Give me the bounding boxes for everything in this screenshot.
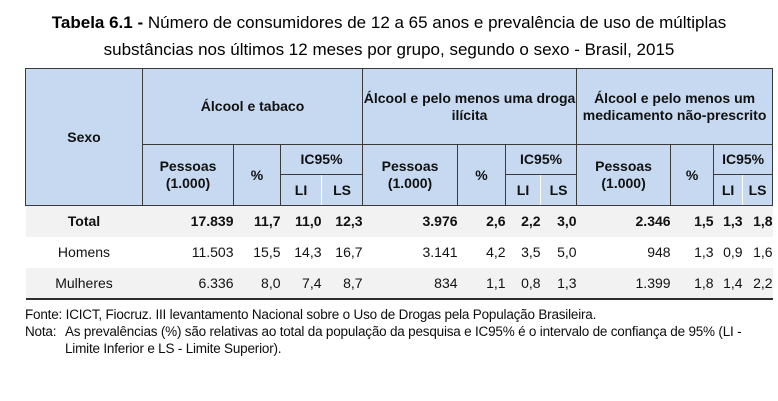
header-li-3: LI: [713, 174, 743, 206]
data-cell: 2,2: [521, 213, 541, 230]
row-label: Total: [67, 213, 101, 230]
data-cell: 948: [647, 244, 671, 260]
data-cell: 4,2: [486, 244, 506, 260]
header-li-2: LI: [505, 174, 541, 206]
table-title-text: Número de consumidores de 12 a 65 anos e…: [103, 13, 727, 59]
data-cell: 834: [362, 267, 458, 300]
data-cell: 11,0: [295, 213, 322, 230]
data-cell: 17.839: [190, 213, 234, 230]
data-cell: 16,7: [335, 244, 363, 260]
data-cell: 1,1: [457, 267, 506, 300]
data-cell: 14,3: [294, 244, 322, 260]
header-ic95-3: IC95%: [713, 144, 774, 175]
table-header: Sexo Álcool e tabaco Álcool e pelo menos…: [25, 68, 774, 206]
source-note: Fonte: ICICT, Fiocruz. III levantamento …: [25, 306, 773, 323]
table-row-mulheres: Mulheres 6.336 8,0 7,4 8,7 834 1,1 0,8 1…: [25, 267, 773, 300]
data-cell: 1,8: [670, 267, 714, 300]
data-cell: 1,3: [540, 267, 577, 300]
data-cell: 0,8: [505, 267, 541, 300]
source-text: ICICT, Fiocruz. III levantamento Naciona…: [65, 306, 597, 322]
header-ls-2: LS: [540, 174, 577, 206]
header-ic95-2: IC95%: [505, 144, 577, 175]
data-cell: 1,6: [753, 244, 773, 260]
data-cell: 11.503: [191, 244, 234, 260]
table-row-total: Total 17.839 11,7 11,0 12,3 3.976 2,6 2,…: [25, 205, 773, 237]
row-label: Mulheres: [25, 267, 143, 300]
header-li-1: LI: [280, 174, 322, 206]
header-ls-3: LS: [742, 174, 774, 206]
data-cell: 8,0: [233, 267, 281, 300]
header-pessoas-2: Pessoas (1.000): [362, 144, 459, 206]
data-cell: 1,5: [694, 213, 714, 230]
data-cell: 15,5: [253, 244, 281, 260]
note: Nota: As prevalências (%) são relativas …: [25, 323, 773, 357]
data-cell: 3.141: [422, 244, 458, 260]
data-cell: 1,4: [713, 267, 743, 300]
header-pct-2: %: [457, 144, 507, 206]
header-group-medicamento: Álcool e pelo menos um medicamento não-p…: [576, 68, 774, 145]
statistics-table: Sexo Álcool e tabaco Álcool e pelo menos…: [25, 68, 774, 300]
data-cell: 6.336: [142, 267, 234, 300]
data-cell: 3,0: [557, 213, 577, 230]
header-sexo: Sexo: [25, 68, 143, 206]
table-title-label: Tabela 6.1 -: [51, 13, 144, 32]
note-text: As prevalências (%) são relativas ao tot…: [65, 323, 742, 356]
table-title: Tabela 6.1 - Número de consumidores de 1…: [0, 0, 778, 63]
data-cell: 3.976: [422, 213, 458, 230]
data-cell: 1,8: [753, 213, 773, 230]
data-cell: 1,3: [723, 213, 743, 230]
data-cell: 2,2: [742, 267, 773, 300]
header-ls-1: LS: [320, 174, 363, 206]
data-cell: 2.346: [635, 213, 671, 230]
data-cell: 0,9: [723, 244, 743, 260]
data-cell: 2,6: [486, 213, 506, 230]
data-cell: 7,4: [280, 267, 322, 300]
data-cell: 1,3: [694, 244, 714, 260]
data-cell: 1.399: [576, 267, 671, 300]
data-cell: 8,7: [321, 267, 363, 300]
data-cell: 12,3: [335, 213, 363, 230]
header-pessoas-3: Pessoas (1.000): [576, 144, 672, 206]
data-cell: 5,0: [557, 244, 577, 260]
header-ic95-1: IC95%: [280, 144, 363, 175]
source-label: Fonte:: [25, 306, 63, 322]
row-label: Homens: [57, 244, 111, 260]
table-footer: Fonte: ICICT, Fiocruz. III levantamento …: [25, 306, 773, 357]
header-group-alcool-tabaco: Álcool e tabaco: [141, 68, 363, 145]
note-label: Nota:: [25, 323, 57, 339]
table-row-homens: Homens 11.503 15,5 14,3 16,7 3.141 4,2 3…: [26, 237, 773, 268]
header-pessoas-1: Pessoas (1.000): [142, 144, 234, 206]
data-cell: 3,5: [521, 244, 541, 260]
header-pct-1: %: [233, 144, 281, 206]
header-group-droga-ilicita: Álcool e pelo menos uma droga ilícita: [362, 68, 577, 145]
header-pct-3: %: [670, 144, 715, 206]
table-body: Total 17.839 11,7 11,0 12,3 3.976 2,6 2,…: [25, 205, 773, 300]
data-cell: 11,7: [254, 213, 281, 230]
